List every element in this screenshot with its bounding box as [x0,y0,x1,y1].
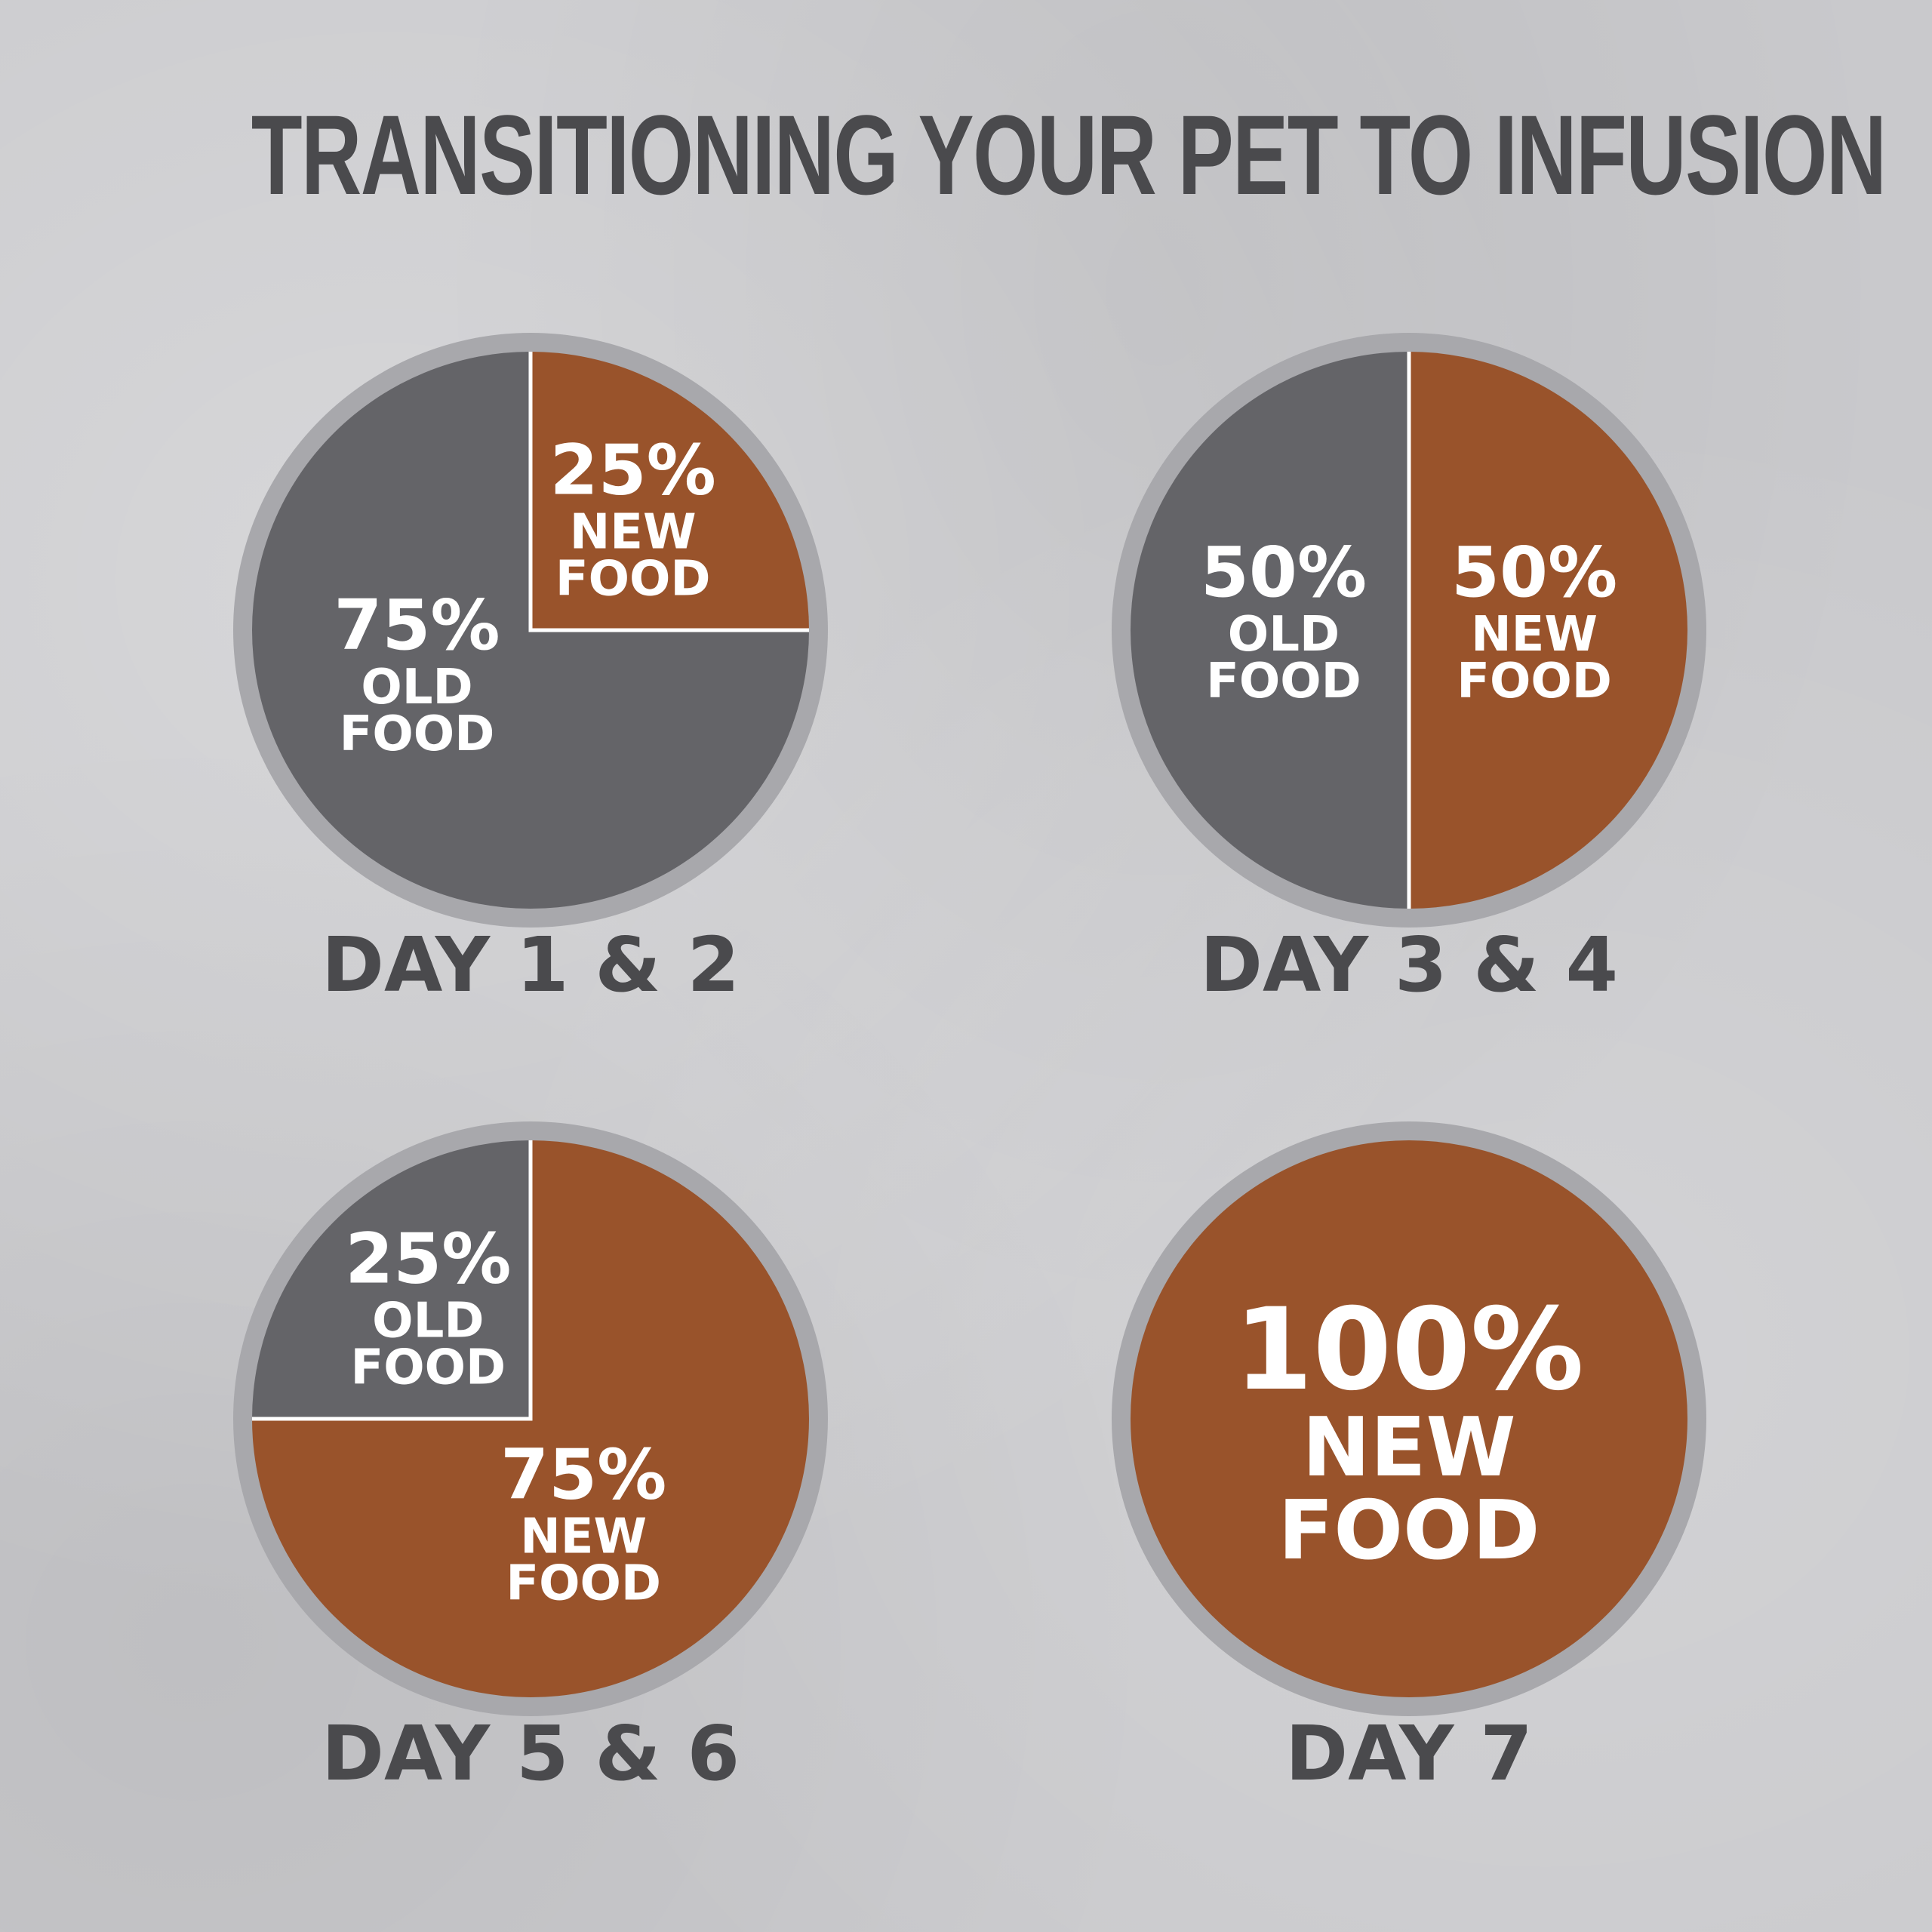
new-food-slice [1409,352,1687,909]
slice-percent-label: 50% [1451,532,1617,613]
slice-percent-label: 25% [345,1218,511,1299]
new-food-slice [1131,1140,1687,1697]
slice-name-label: NEW [1302,1401,1515,1495]
slice-percent-label: 100% [1234,1284,1583,1416]
slice-percent-label: 75% [500,1434,666,1515]
slice-name-label: OLD [361,660,472,715]
slice-percent-label: 25% [550,429,716,510]
slice-name-label: FOOD [506,1555,661,1611]
slice-name-label: NEW [1471,607,1598,663]
old-food-slice [1131,352,1409,909]
day-label: DAY 7 [1285,1709,1533,1798]
slice-name-label: NEW [570,504,697,560]
slice-percent-label: 75% [334,585,500,666]
old-food-slice [252,1140,531,1419]
slice-name-label: NEW [520,1509,647,1564]
slice-divider [528,352,809,632]
slice-divider [252,1140,533,1421]
slice-name-label: FOOD [340,706,495,762]
slice-name-label: FOOD [1206,654,1361,709]
new-food-slice [531,352,809,630]
slice-percent-label: 50% [1201,532,1367,613]
slice-name-label: FOOD [1457,654,1612,709]
page-title: TRANSITIONING YOUR PET TO INFUSION [251,91,1887,218]
slice-name-label: OLD [372,1293,484,1349]
slice-name-label: FOOD [350,1340,506,1395]
slice-name-label: FOOD [555,551,711,607]
slice-name-label: OLD [1228,607,1340,663]
day-label: DAY 3 & 4 [1200,921,1618,1009]
day-label: DAY 5 & 6 [321,1709,740,1798]
slice-name-label: FOOD [1278,1484,1540,1578]
day-label: DAY 1 & 2 [321,921,740,1009]
